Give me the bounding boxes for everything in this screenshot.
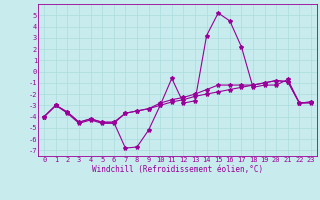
X-axis label: Windchill (Refroidissement éolien,°C): Windchill (Refroidissement éolien,°C) [92, 165, 263, 174]
